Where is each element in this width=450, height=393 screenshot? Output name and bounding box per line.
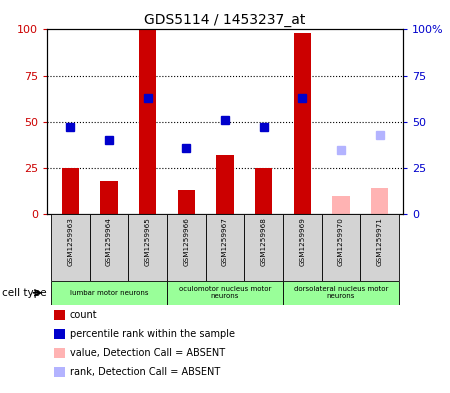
Bar	[371, 188, 388, 214]
Text: GSM1259971: GSM1259971	[377, 217, 382, 266]
Text: oculomotor nucleus motor
neurons: oculomotor nucleus motor neurons	[179, 286, 271, 299]
Bar	[322, 214, 360, 281]
Text: cell type: cell type	[2, 288, 47, 298]
Text: GSM1259968: GSM1259968	[261, 217, 267, 266]
Text: GSM1259966: GSM1259966	[183, 217, 189, 266]
Text: rank, Detection Call = ABSENT: rank, Detection Call = ABSENT	[70, 367, 220, 377]
Bar	[216, 155, 234, 214]
Bar	[51, 281, 167, 305]
Text: GSM1259969: GSM1259969	[299, 217, 305, 266]
Bar	[167, 281, 283, 305]
Text: GSM1259967: GSM1259967	[222, 217, 228, 266]
Bar	[283, 214, 322, 281]
Bar	[206, 214, 244, 281]
Text: lumbar motor neurons: lumbar motor neurons	[70, 290, 148, 296]
Bar	[62, 168, 79, 214]
Text: percentile rank within the sample: percentile rank within the sample	[70, 329, 235, 339]
Bar	[360, 214, 399, 281]
Bar	[178, 190, 195, 214]
Text: dorsolateral nucleus motor
neurons: dorsolateral nucleus motor neurons	[294, 286, 388, 299]
Bar	[100, 181, 118, 214]
Bar	[167, 214, 206, 281]
Title: GDS5114 / 1453237_at: GDS5114 / 1453237_at	[144, 13, 306, 27]
Bar	[51, 214, 90, 281]
Text: GSM1259965: GSM1259965	[145, 217, 151, 266]
Bar	[255, 168, 272, 214]
Text: GSM1259970: GSM1259970	[338, 217, 344, 266]
Text: GSM1259964: GSM1259964	[106, 217, 112, 266]
Text: GSM1259963: GSM1259963	[68, 217, 73, 266]
Bar	[293, 33, 311, 214]
Text: value, Detection Call = ABSENT: value, Detection Call = ABSENT	[70, 348, 225, 358]
Bar	[332, 196, 350, 214]
Bar	[128, 214, 167, 281]
Bar	[283, 281, 399, 305]
Bar	[90, 214, 128, 281]
Text: count: count	[70, 310, 97, 320]
Bar	[244, 214, 283, 281]
Bar	[139, 29, 157, 214]
